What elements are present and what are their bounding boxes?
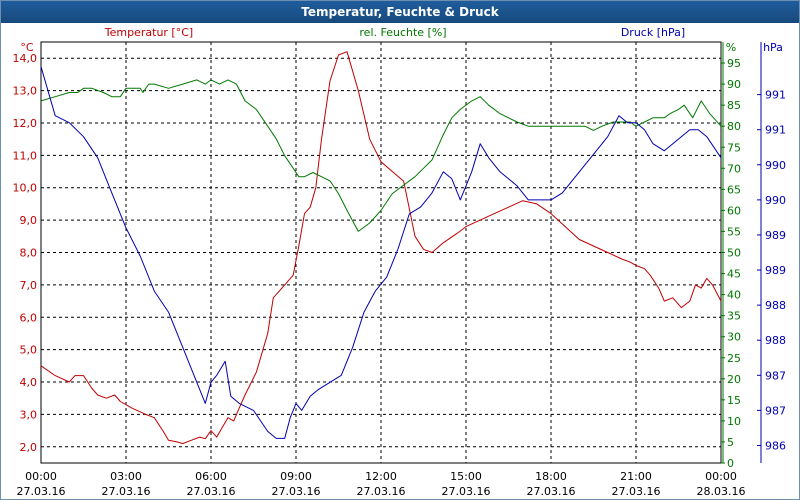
- x-tick-time: 15:00: [450, 470, 482, 483]
- x-tick-time: 06:00: [195, 470, 227, 483]
- x-tick-date: 27.03.16: [187, 485, 236, 498]
- temp-tick-label: 5,0: [20, 344, 38, 357]
- series-lines: [40, 51, 722, 445]
- x-tick-time: 03:00: [110, 470, 142, 483]
- pressure-axis-title: Druck [hPa]: [621, 26, 685, 39]
- temp-tick-label: 9,0: [20, 214, 38, 227]
- x-tick-date: 27.03.16: [102, 485, 151, 498]
- temp-axis-title: Temperatur [°C]: [104, 26, 193, 39]
- x-tick-time: 00:00: [705, 470, 737, 483]
- pressure-tick-label: 988: [765, 299, 786, 312]
- humidity-tick-label: 95: [727, 57, 741, 70]
- x-tick-date: 27.03.16: [357, 485, 406, 498]
- pressure-tick-label: 988: [765, 334, 786, 347]
- x-tick-time: 09:00: [280, 470, 312, 483]
- temp-tick-label: 4,0: [20, 376, 38, 389]
- temp-tick-label: 2,0: [20, 441, 38, 454]
- pressure-tick-label: 986: [765, 439, 786, 452]
- humidity-tick-label: 45: [727, 268, 741, 281]
- x-tick-date: 27.03.16: [272, 485, 321, 498]
- temp-unit-label: °C: [20, 41, 34, 54]
- pressure-unit-label: hPa: [763, 41, 783, 54]
- pressure-tick-label: 987: [765, 369, 786, 382]
- x-tick-date: 27.03.16: [612, 485, 661, 498]
- temp-tick-label: 13,0: [13, 85, 38, 98]
- humidity-unit-label: %: [726, 41, 736, 54]
- pressure-tick-label: 991: [765, 124, 786, 137]
- humidity-tick-label: 65: [727, 183, 741, 196]
- x-tick-date: 27.03.16: [442, 485, 491, 498]
- pressure-tick-label: 990: [765, 194, 786, 207]
- temp-tick-label: 14,0: [13, 52, 38, 65]
- humidity-tick-label: 30: [727, 331, 741, 344]
- temp-tick-label: 10,0: [13, 182, 38, 195]
- humidity-tick-label: 15: [727, 394, 741, 407]
- humidity-tick-label: 75: [727, 141, 741, 154]
- x-tick-time: 00:00: [25, 470, 57, 483]
- x-tick-time: 12:00: [365, 470, 397, 483]
- humidity-line: [40, 79, 722, 232]
- chart-title: Temperatur, Feuchte & Druck: [1, 1, 799, 23]
- temp-tick-label: 7,0: [20, 279, 38, 292]
- pressure-line: [40, 66, 722, 439]
- x-tick-date: 27.03.16: [17, 485, 66, 498]
- temp-tick-label: 6,0: [20, 311, 38, 324]
- x-tick-time: 18:00: [535, 470, 567, 483]
- temp-tick-label: 11,0: [13, 149, 38, 162]
- humidity-tick-label: 35: [727, 310, 741, 323]
- x-tick-date: 27.03.16: [527, 485, 576, 498]
- humidity-tick-label: 90: [727, 78, 741, 91]
- temp-tick-label: 8,0: [20, 247, 38, 260]
- pressure-tick-label: 990: [765, 159, 786, 172]
- pressure-tick-label: 989: [765, 264, 786, 277]
- humidity-tick-label: 5: [727, 436, 734, 449]
- humidity-tick-label: 80: [727, 120, 741, 133]
- axis-labels: °C Temperatur [°C] rel. Feuchte [%] % Dr…: [20, 26, 783, 54]
- grid: [40, 41, 722, 464]
- humidity-tick-label: 0: [727, 457, 734, 470]
- humidity-tick-label: 70: [727, 162, 741, 175]
- axes: 00:00 27.03.16 03:00 27.03.16 06:00 27.03.16 0…: [13, 42, 786, 498]
- temp-tick-label: 3,0: [20, 408, 38, 421]
- x-tick-time: 21:00: [620, 470, 652, 483]
- pressure-tick-label: 991: [765, 89, 786, 102]
- pressure-tick-label: 987: [765, 404, 786, 417]
- humidity-tick-label: 55: [727, 225, 741, 238]
- x-tick-date: 28.03.16: [697, 485, 746, 498]
- humidity-tick-label: 25: [727, 352, 741, 365]
- humidity-tick-label: 20: [727, 373, 741, 386]
- humidity-axis-title: rel. Feuchte [%]: [359, 26, 446, 39]
- humidity-tick-label: 10: [727, 415, 741, 428]
- humidity-tick-label: 50: [727, 247, 741, 260]
- humidity-tick-label: 60: [727, 204, 741, 217]
- pressure-tick-label: 989: [765, 229, 786, 242]
- temp-tick-label: 12,0: [13, 117, 38, 130]
- humidity-tick-label: 85: [727, 99, 741, 112]
- temperature-line: [40, 51, 722, 445]
- humidity-tick-label: 40: [727, 289, 741, 302]
